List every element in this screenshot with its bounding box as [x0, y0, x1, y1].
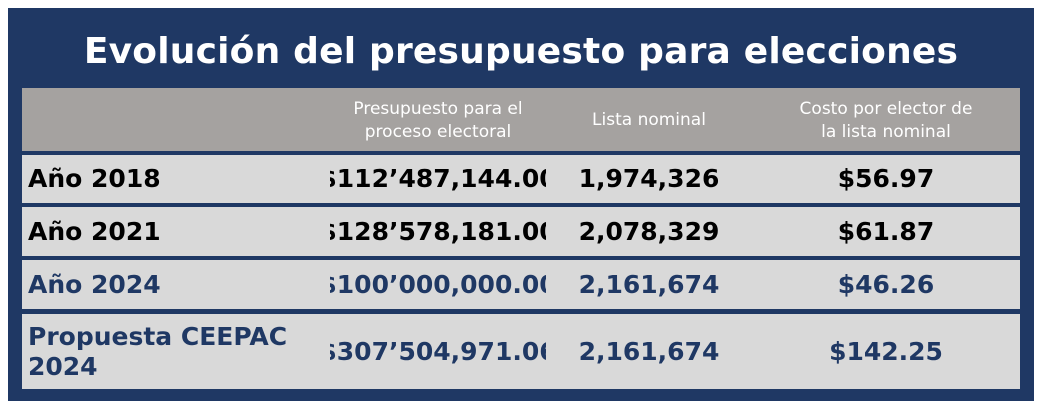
- row-costo: $46.26: [837, 269, 935, 299]
- header-costo-line1: Costo por elector de: [799, 98, 973, 119]
- table-row-2024: Año 2024 $100’000,000.00 2,161,674 $46.2…: [22, 260, 1020, 309]
- page-title: Evolución del presupuesto para eleccione…: [83, 31, 959, 72]
- row-label: Propuesta CEEPAC 2024: [22, 314, 330, 389]
- row-label: Año 2024: [28, 269, 161, 299]
- row-lista-nominal: 2,161,674: [578, 269, 720, 299]
- row-presupuesto: $128’578,181.00: [330, 216, 546, 246]
- header-lista-nominal: Lista nominal: [592, 110, 706, 130]
- row-label-line2: 2024: [28, 351, 98, 381]
- row-label: Año 2021: [28, 216, 161, 246]
- header-costo-line2: la lista nominal: [821, 121, 951, 142]
- row-presupuesto: $112’487,144.00: [330, 164, 546, 193]
- budget-table-panel: Evolución del presupuesto para eleccione…: [8, 8, 1034, 401]
- row-label-line1: Propuesta CEEPAC: [28, 321, 288, 351]
- row-costo: $61.87: [837, 216, 935, 246]
- header-presupuesto-line2: proceso electoral: [364, 121, 512, 142]
- table-header-row: Presupuesto para el proceso electoral Li…: [22, 88, 1020, 151]
- row-lista-nominal: 2,161,674: [578, 336, 720, 366]
- table-row-2021: Año 2021 $128’578,181.00 2,078,329 $61.8…: [22, 207, 1020, 256]
- table-row-2018: Año 2018 $112’487,144.00 1,974,326 $56.9…: [22, 155, 1020, 203]
- header-presupuesto-line1: Presupuesto para el: [353, 98, 523, 119]
- table-row-propuesta-ceepac: Propuesta CEEPAC 2024 $307’504,971.06 2,…: [22, 314, 1020, 389]
- row-presupuesto: $307’504,971.06: [330, 336, 546, 366]
- header-empty-cell: [22, 88, 330, 151]
- row-lista-nominal: 1,974,326: [578, 164, 720, 193]
- row-presupuesto: $100’000,000.00: [330, 269, 546, 299]
- row-lista-nominal: 2,078,329: [578, 216, 720, 246]
- header-costo: Costo por elector de la lista nominal: [752, 88, 1020, 151]
- header-presupuesto: Presupuesto para el proceso electoral: [330, 88, 546, 151]
- row-costo: $142.25: [829, 336, 943, 366]
- row-label: Año 2018: [28, 164, 161, 193]
- row-costo: $56.97: [837, 164, 935, 193]
